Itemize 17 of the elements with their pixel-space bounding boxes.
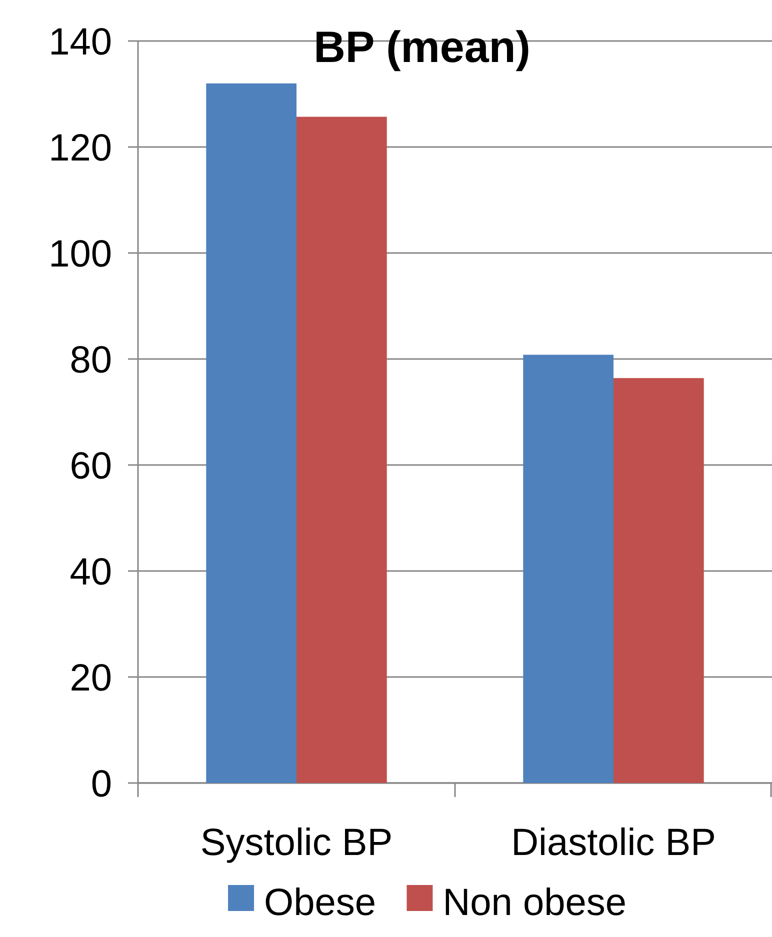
x-tick-label: Diastolic BP [511, 822, 716, 864]
bar [296, 116, 387, 783]
y-tick-label: 140 [48, 21, 112, 64]
bar [614, 378, 704, 783]
x-tick-label: Systolic BP [200, 822, 393, 864]
y-tick-label: 60 [70, 445, 112, 488]
y-tick-label: 40 [70, 551, 112, 594]
chart-title: BP (mean) [314, 23, 530, 72]
bar [523, 354, 614, 783]
legend-label: Obese [264, 882, 376, 924]
y-tick-label: 80 [70, 339, 112, 382]
y-tick-label: 0 [90, 763, 112, 806]
bar [206, 83, 296, 783]
y-tick-label: 100 [48, 233, 112, 276]
y-tick-label: 120 [48, 127, 112, 170]
y-tick-label: 20 [70, 657, 112, 700]
legend-label: Non obese [442, 882, 627, 924]
